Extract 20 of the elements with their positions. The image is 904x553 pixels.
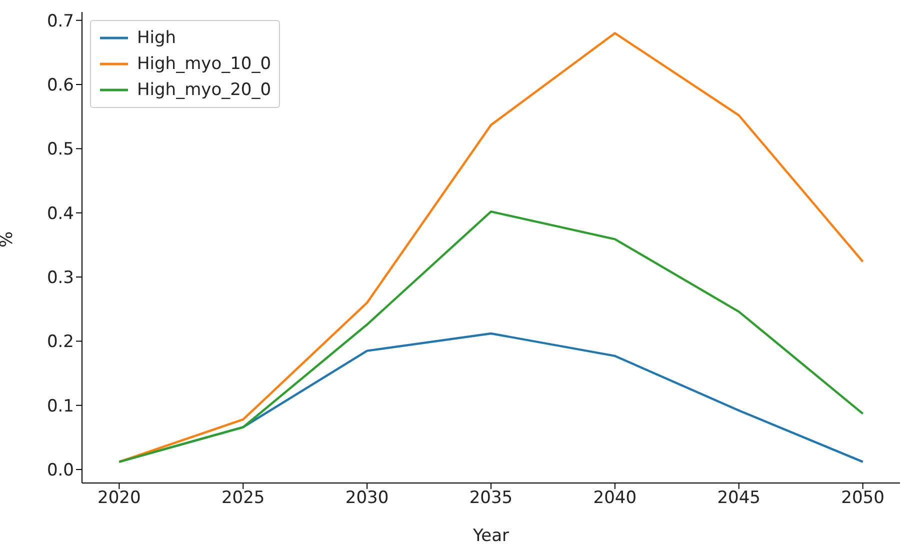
x-axis-title: Year — [472, 526, 510, 546]
legend-label: High — [137, 28, 176, 48]
y-tick-label: 0.7 — [46, 11, 74, 32]
legend-label: High_myo_10_0 — [137, 54, 272, 74]
y-tick-label: 0.6 — [46, 76, 74, 96]
y-tick-label: 0.2 — [46, 332, 74, 352]
y-tick-label: 0.1 — [46, 396, 74, 416]
x-tick-label: 2035 — [469, 488, 513, 508]
y-tick-label: 0.5 — [46, 140, 74, 160]
y-tick-label: 0.0 — [46, 460, 74, 481]
x-tick-label: 2045 — [717, 488, 761, 508]
x-tick-label: 2030 — [345, 488, 389, 508]
y-tick-label: 0.3 — [46, 268, 74, 288]
x-tick-label: 2025 — [221, 488, 265, 508]
x-tick-label: 2020 — [98, 488, 141, 508]
legend-label: High_myo_20_0 — [137, 80, 272, 100]
y-tick-label: 0.4 — [46, 204, 74, 224]
line-series — [118, 210, 864, 463]
x-tick-label: 2040 — [593, 488, 637, 508]
x-tick-label: 2050 — [841, 488, 884, 508]
